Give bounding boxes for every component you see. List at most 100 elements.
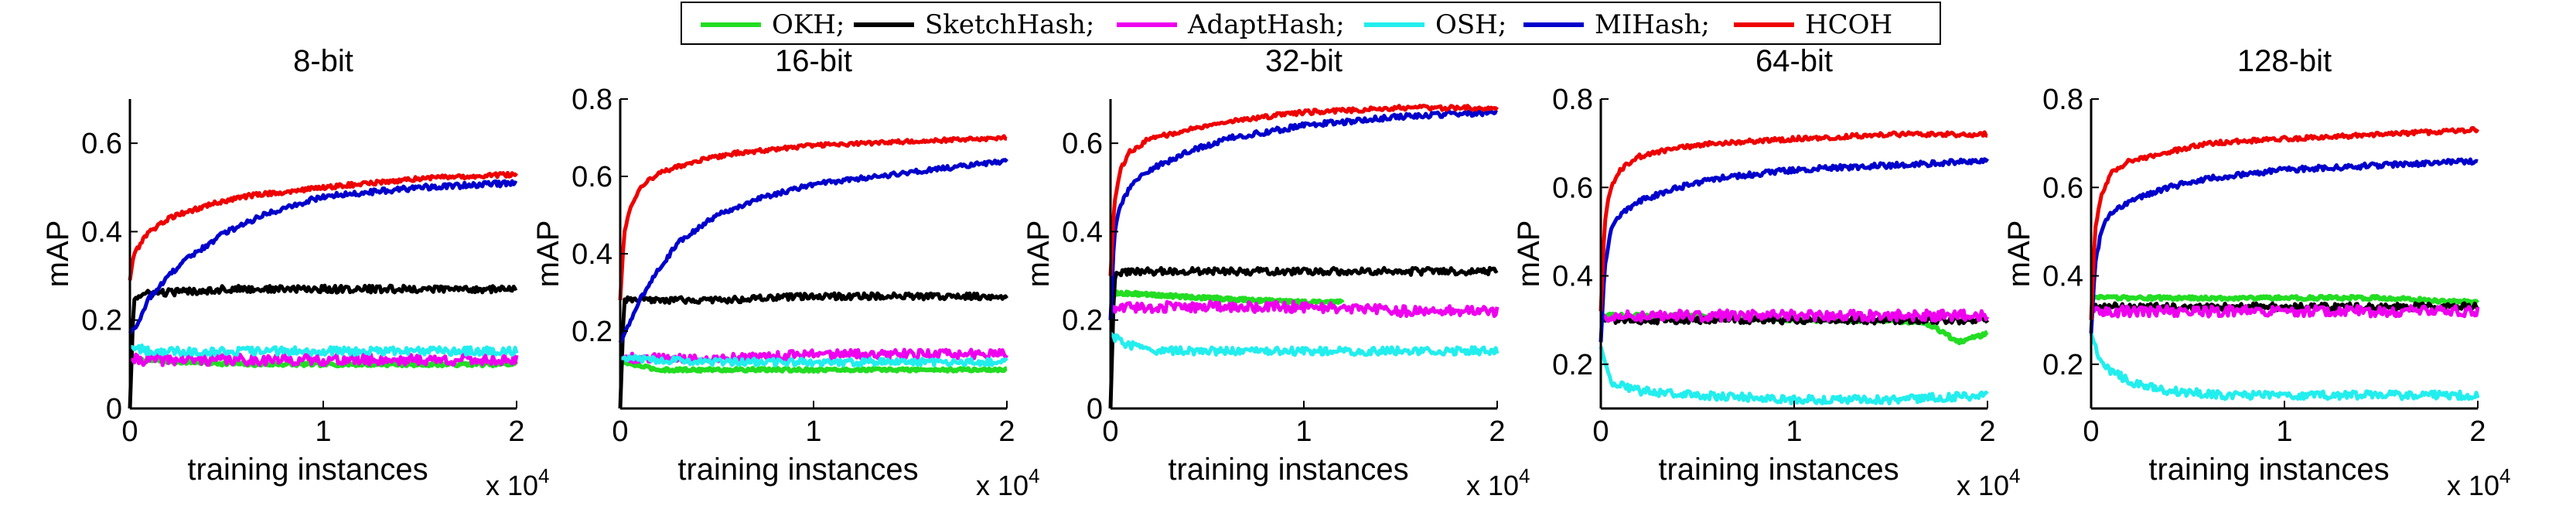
x-multiplier-exponent-2: 4 xyxy=(1519,464,1530,487)
series-line-mihash-4 xyxy=(2089,157,2479,334)
x-axis-label-2: training instances xyxy=(1168,453,1408,487)
y-tick-label-4-1: 0.4 xyxy=(2042,261,2083,293)
series-line-adapthash-0 xyxy=(129,352,519,367)
x-tick-label-1-0: 0 xyxy=(612,415,628,448)
y-tick-label-0-2: 0.4 xyxy=(81,216,122,248)
x-tick-label-3-2: 2 xyxy=(1979,415,1995,448)
x-axis-label-1: training instances xyxy=(677,453,918,487)
x-multiplier-2: x 104 xyxy=(1466,464,1530,501)
x-tick-label-3-1: 1 xyxy=(1786,415,1802,448)
y-tick-label-1-2: 0.6 xyxy=(571,161,612,193)
series-line-osh-4 xyxy=(2089,333,2480,402)
chart-title-0: 8-bit xyxy=(293,44,353,78)
x-axis-label-0: training instances xyxy=(187,453,428,487)
y-tick-label-4-3: 0.8 xyxy=(2042,84,2083,116)
x-axis-label-4: training instances xyxy=(2148,453,2389,487)
series-line-hcoh-0 xyxy=(128,170,518,281)
y-tick-label-2-2: 0.4 xyxy=(1062,216,1103,248)
x-tick-label-4-2: 2 xyxy=(2469,415,2486,448)
chart-title-1: 16-bit xyxy=(775,44,852,78)
y-axis-label-3: mAP xyxy=(1512,220,1546,288)
x-multiplier-exponent-0: 4 xyxy=(538,464,549,487)
legend-swatch-adapthash xyxy=(1117,22,1177,27)
y-tick-label-4-2: 0.6 xyxy=(2042,172,2083,204)
series-line-sketchhash-2 xyxy=(1108,265,1499,409)
y-tick-label-0-3: 0.6 xyxy=(81,128,122,160)
legend-swatch-sketchhash xyxy=(854,22,914,27)
series-line-okh-4 xyxy=(2090,293,2480,306)
y-tick-label-3-0: 0.2 xyxy=(1552,349,1593,381)
x-tick-label-0-0: 0 xyxy=(121,415,138,448)
chart-title-4: 128-bit xyxy=(2237,44,2332,78)
y-axis-label-4: mAP xyxy=(2002,220,2036,288)
series-line-okh-1 xyxy=(619,360,1008,374)
chart-panel-4: 0.2 0.4 0.6 0.8 0 1 2 128-bit training instances… xyxy=(2002,44,2511,501)
legend-item-osh: OSH; xyxy=(1364,8,1506,42)
x-multiplier-0: x 104 xyxy=(486,464,550,501)
series-line-osh-1 xyxy=(619,354,1008,367)
legend-label-adapthash: AdaptHash; xyxy=(1188,9,1345,40)
y-tick-label-0-1: 0.2 xyxy=(81,305,122,337)
x-multiplier-3: x 104 xyxy=(1957,464,2021,501)
y-tick-label-2-1: 0.2 xyxy=(1062,305,1103,337)
chart-panel-0: 0 0.2 0.4 0.6 0 1 2 8-bit training instances x 10… xyxy=(41,44,550,501)
x-multiplier-exponent-4: 4 xyxy=(2499,464,2510,487)
x-tick-label-2-1: 1 xyxy=(1295,415,1312,448)
y-tick-label-1-0: 0.2 xyxy=(571,316,612,348)
series-line-adapthash-4 xyxy=(2090,304,2480,319)
legend-swatch-mihash xyxy=(1523,22,1584,27)
chart-panel-3: 0.2 0.4 0.6 0.8 0 1 2 64-bit training instances x… xyxy=(1512,44,2021,501)
legend-item-okh: OKH; xyxy=(701,8,844,42)
y-tick-label-2-3: 0.6 xyxy=(1062,128,1103,160)
legend-label-sketchhash: SketchHash; xyxy=(925,9,1095,40)
series-line-hcoh-3 xyxy=(1598,130,1988,312)
x-tick-label-3-0: 0 xyxy=(1592,415,1609,448)
y-axis-label-0: mAP xyxy=(41,220,75,288)
series-line-mihash-0 xyxy=(128,179,518,335)
x-tick-label-2-2: 2 xyxy=(1489,415,1505,448)
series-line-osh-0 xyxy=(129,343,519,357)
legend-item-mihash: MIHash; xyxy=(1523,8,1710,42)
series-line-mihash-3 xyxy=(1598,157,1990,343)
y-tick-label-3-2: 0.6 xyxy=(1552,172,1593,204)
series-line-osh-2 xyxy=(1109,332,1500,357)
y-tick-label-1-1: 0.4 xyxy=(571,238,612,271)
series-line-osh-3 xyxy=(1598,346,1989,405)
series-line-adapthash-1 xyxy=(619,347,1009,364)
series-line-hcoh-1 xyxy=(618,134,1008,301)
x-tick-label-4-1: 1 xyxy=(2276,415,2292,448)
legend-swatch-okh xyxy=(701,22,761,27)
legend-item-sketchhash: SketchHash; xyxy=(854,8,1094,42)
chart-title-2: 32-bit xyxy=(1265,44,1343,78)
x-multiplier-4: x 104 xyxy=(2447,464,2511,501)
x-tick-label-1-1: 1 xyxy=(805,415,821,448)
x-multiplier-1: x 104 xyxy=(976,464,1040,501)
y-tick-label-2-0: 0 xyxy=(1087,393,1103,425)
y-tick-label-3-1: 0.4 xyxy=(1552,261,1593,293)
x-tick-label-2-0: 0 xyxy=(1102,415,1118,448)
chart-panel-2: 0 0.2 0.4 0.6 0 1 2 32-bit training instances x 1… xyxy=(1022,44,1530,501)
y-axis-label-2: mAP xyxy=(1022,220,1056,288)
x-multiplier-exponent-1: 4 xyxy=(1029,464,1039,487)
legend-swatch-hcoh xyxy=(1734,22,1794,27)
y-tick-label-1-3: 0.8 xyxy=(571,84,612,116)
x-multiplier-exponent-3: 4 xyxy=(2009,464,2020,487)
x-tick-label-4-0: 0 xyxy=(2083,415,2099,448)
y-tick-label-4-0: 0.2 xyxy=(2042,349,2083,381)
x-tick-label-1-2: 2 xyxy=(998,415,1015,448)
legend-swatch-osh xyxy=(1364,22,1424,27)
series-line-hcoh-2 xyxy=(1108,104,1500,276)
legend-label-hcoh: HCOH xyxy=(1805,9,1893,40)
x-tick-label-0-2: 2 xyxy=(508,415,524,448)
legend-item-adapthash: AdaptHash; xyxy=(1117,8,1345,42)
series-line-sketchhash-1 xyxy=(618,291,1009,409)
series-line-mihash-1 xyxy=(618,157,1008,344)
legend-label-mihash: MIHash; xyxy=(1595,9,1710,40)
legend: OKH; SketchHash; AdaptHash; OSH; MIHash;… xyxy=(681,2,1941,45)
x-axis-label-3: training instances xyxy=(1658,453,1899,487)
chart-panel-1: 0.2 0.4 0.6 0.8 0 1 2 16-bit training instances x… xyxy=(531,44,1040,501)
series-line-adapthash-2 xyxy=(1110,299,1500,319)
y-tick-label-0-0: 0 xyxy=(106,393,122,425)
